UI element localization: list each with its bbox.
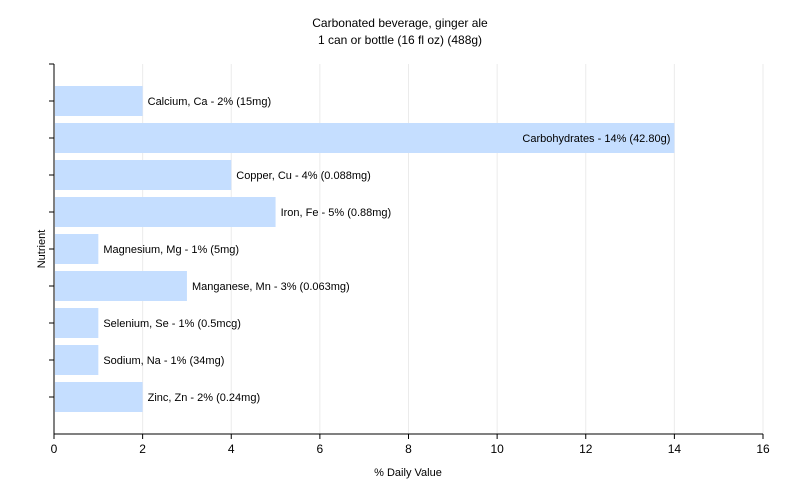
- x-tick-label: 12: [579, 442, 593, 456]
- bars: Calcium, Ca - 2% (15mg) Carbohydrates - 1…: [55, 86, 675, 412]
- x-tick-label: 4: [228, 442, 235, 456]
- x-tick-label: 14: [668, 442, 682, 456]
- y-ticks: [49, 63, 54, 398]
- x-tick-label: 10: [490, 442, 504, 456]
- x-axis-label: % Daily Value: [374, 467, 442, 479]
- x-tick-label: 16: [756, 442, 770, 456]
- bar: [55, 345, 99, 375]
- x-ticks: 0 2 4 6 8 10 12 14 16: [51, 434, 770, 456]
- bar: [55, 382, 143, 412]
- bar: [55, 123, 675, 153]
- bar-label: Sodium, Na - 1% (34mg): [103, 355, 224, 367]
- bar: [55, 86, 143, 116]
- bar-label: Iron, Fe - 5% (0.88mg): [281, 207, 392, 219]
- y-axis-label: Nutrient: [36, 230, 48, 269]
- x-tick-label: 6: [317, 442, 324, 456]
- bar-label: Manganese, Mn - 3% (0.063mg): [192, 281, 350, 293]
- bar-label: Calcium, Ca - 2% (15mg): [148, 96, 271, 108]
- bar-label: Zinc, Zn - 2% (0.24mg): [148, 392, 260, 404]
- bar: [55, 160, 232, 190]
- bar-label: Carbohydrates - 14% (42.80g): [522, 133, 670, 145]
- bar-label: Selenium, Se - 1% (0.5mcg): [103, 318, 241, 330]
- bar: [55, 271, 187, 301]
- x-tick-label: 0: [51, 442, 58, 456]
- bar-label: Magnesium, Mg - 1% (5mg): [103, 244, 239, 256]
- bar: [55, 197, 276, 227]
- bar-label: Copper, Cu - 4% (0.088mg): [236, 170, 371, 182]
- bar: [55, 234, 99, 264]
- bar: [55, 308, 99, 338]
- x-tick-label: 2: [139, 442, 146, 456]
- chart-subtitle: 1 can or bottle (16 fl oz) (488g): [318, 33, 482, 47]
- chart-title: Carbonated beverage, ginger ale: [312, 16, 488, 30]
- x-tick-label: 8: [405, 442, 412, 456]
